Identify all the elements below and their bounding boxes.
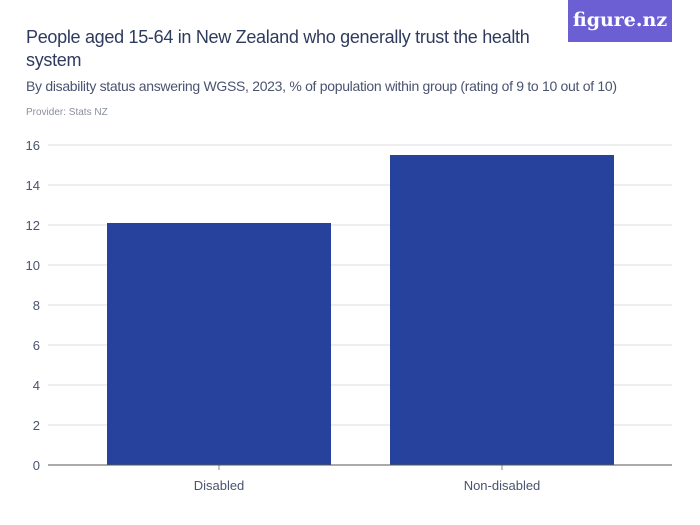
y-tick-label: 16 <box>26 138 40 153</box>
figure-nz-logo[interactable]: figure.nz <box>568 0 672 42</box>
y-tick-label: 10 <box>26 258 40 273</box>
x-tick-label: Non-disabled <box>464 478 541 493</box>
y-tick-label: 6 <box>33 338 40 353</box>
bar-disabled <box>107 223 331 465</box>
x-tick-label: Disabled <box>194 478 245 493</box>
y-tick-label: 12 <box>26 218 40 233</box>
y-tick-label: 2 <box>33 418 40 433</box>
y-tick-label: 14 <box>26 178 40 193</box>
bar-non-disabled <box>390 155 614 465</box>
chart-title: People aged 15-64 in New Zealand who gen… <box>26 27 530 70</box>
chart-subtitle: By disability status answering WGSS, 202… <box>26 78 617 94</box>
y-tick-label: 4 <box>33 378 40 393</box>
y-tick-label: 8 <box>33 298 40 313</box>
provider: Provider: Stats NZ <box>26 107 108 118</box>
y-tick-label: 0 <box>33 458 40 473</box>
